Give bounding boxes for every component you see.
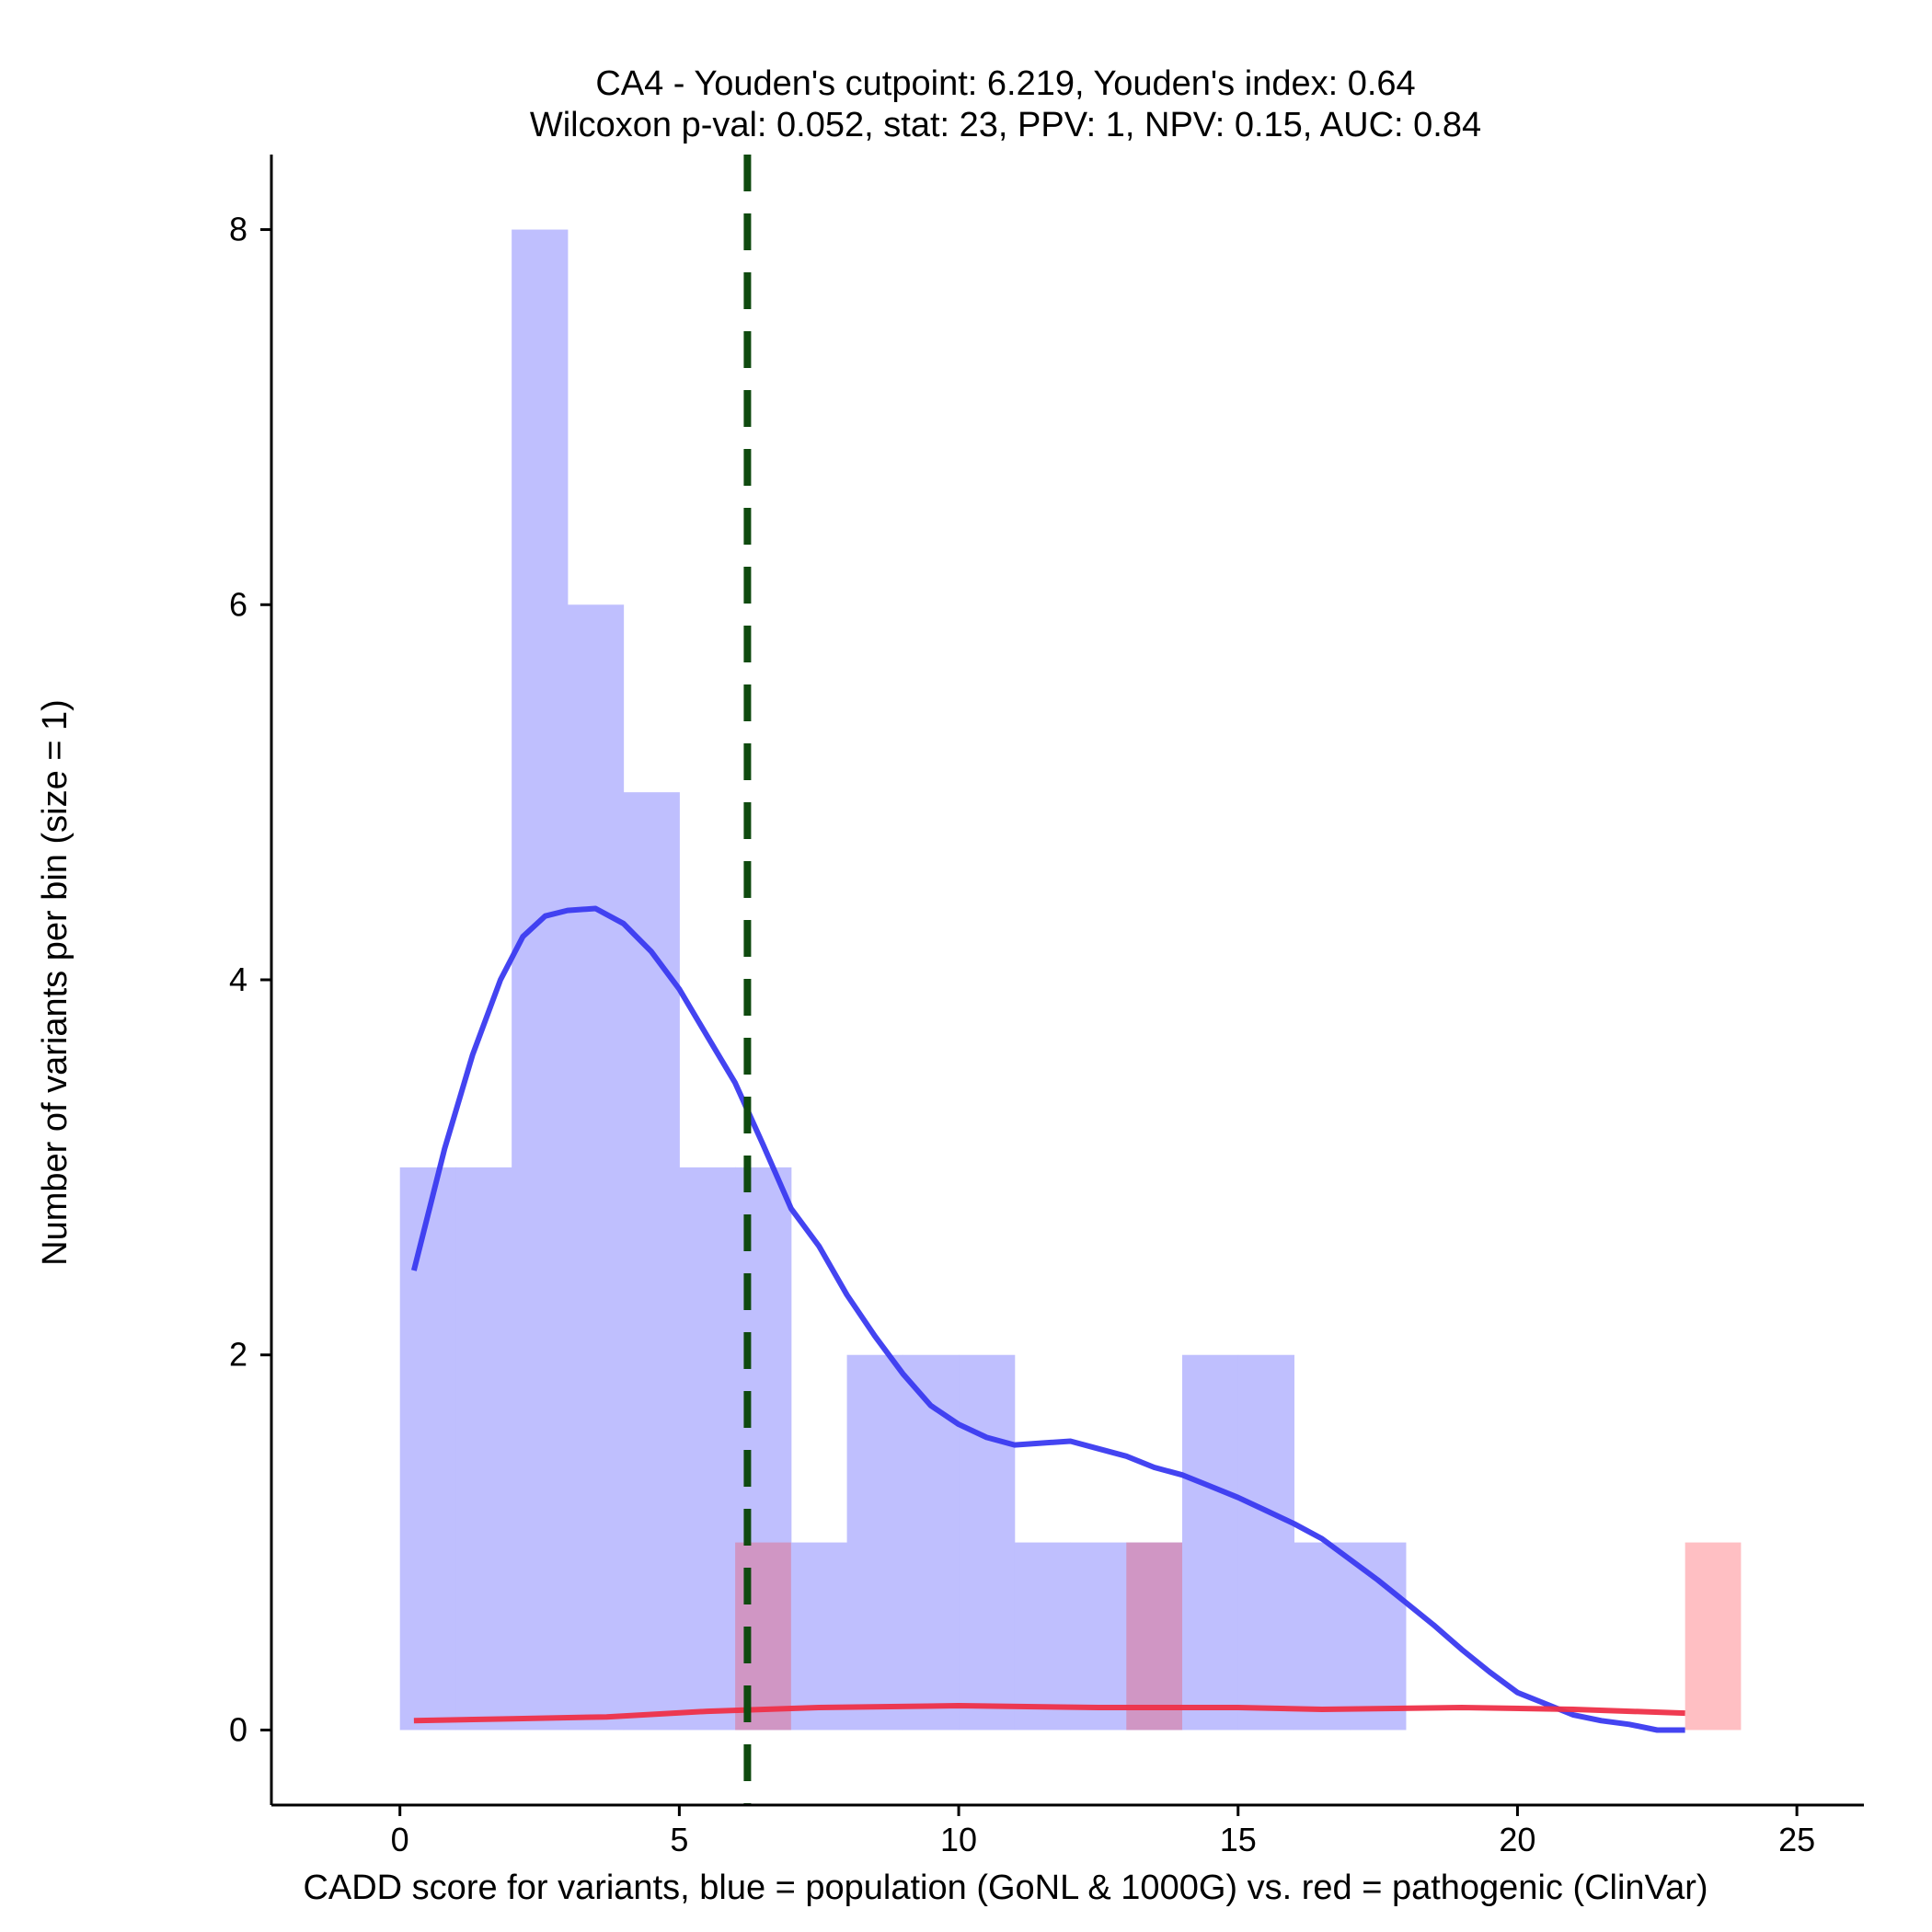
x-tick-label: 20 xyxy=(1499,1821,1535,1858)
population-bar xyxy=(790,1542,848,1731)
population-bar xyxy=(1070,1542,1127,1731)
x-axis-label: CADD score for variants, blue = populati… xyxy=(303,1869,1708,1907)
y-tick-label: 0 xyxy=(229,1710,247,1748)
chart-title: CA4 - Youden's cutpoint: 6.219, Youden's… xyxy=(595,64,1415,103)
population-bar xyxy=(1350,1542,1407,1731)
x-tick-label: 0 xyxy=(391,1821,409,1858)
x-tick-label: 5 xyxy=(670,1821,688,1858)
x-tick-label: 25 xyxy=(1778,1821,1815,1858)
y-tick-label: 8 xyxy=(229,211,247,248)
pathogenic-bar xyxy=(735,1542,791,1731)
y-axis-label: Number of variants per bin (size = 1) xyxy=(36,699,75,1266)
pathogenic-bar xyxy=(1685,1542,1742,1731)
population-bar xyxy=(1014,1542,1072,1731)
population-bar xyxy=(567,604,625,1731)
pathogenic-density-line xyxy=(413,1703,1685,1724)
y-tick-label: 4 xyxy=(229,960,247,998)
x-tick-label: 15 xyxy=(1220,1821,1257,1858)
density-curves xyxy=(410,905,1685,1733)
population-bar xyxy=(679,1167,736,1731)
population-density-line xyxy=(410,905,1685,1733)
population-bar xyxy=(959,1354,1016,1731)
population-bar xyxy=(1294,1542,1351,1731)
population-bar xyxy=(846,1354,903,1731)
chart-text: CA4 - Youden's cutpoint: 6.219, Youden's… xyxy=(36,64,1708,1907)
x-tick-label: 10 xyxy=(940,1821,977,1858)
population-bar xyxy=(1237,1354,1294,1731)
y-tick-label: 2 xyxy=(229,1336,247,1374)
axes: 0 5 10 15 20 25 0 2 4 6 8 xyxy=(229,155,1864,1858)
pathogenic-bar xyxy=(1126,1542,1183,1731)
population-bar xyxy=(399,1167,456,1731)
population-bar xyxy=(1182,1354,1239,1731)
population-bar xyxy=(455,1167,512,1731)
y-tick-label: 6 xyxy=(229,585,247,623)
population-bar xyxy=(903,1354,960,1731)
histogram-bars xyxy=(399,229,1742,1731)
population-bar xyxy=(512,229,569,1731)
chart-subtitle: Wilcoxon p-val: 0.052, stat: 23, PPV: 1,… xyxy=(530,106,1481,144)
